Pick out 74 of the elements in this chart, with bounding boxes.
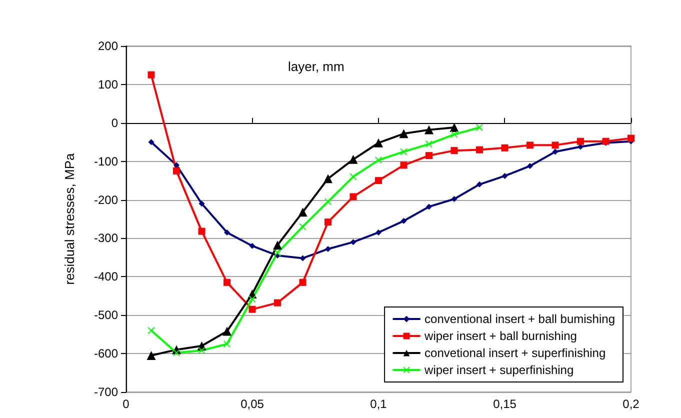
x-tick-label: 0,2 <box>622 397 640 411</box>
point <box>299 223 306 230</box>
legend-label: conventional insert + ball bumishing <box>424 312 616 326</box>
y-tick-label: 200 <box>98 39 118 53</box>
point <box>450 147 458 154</box>
point <box>526 142 534 149</box>
point <box>527 162 533 169</box>
point <box>628 134 634 142</box>
point <box>350 193 357 200</box>
y-tick-label: -100 <box>94 154 118 168</box>
point <box>324 218 332 226</box>
x-tick-label: 0,05 <box>240 397 264 411</box>
point <box>224 278 230 286</box>
point <box>249 242 256 249</box>
point <box>399 129 408 138</box>
legend-label: wiper insert + ball burnishing <box>424 329 577 343</box>
y-axis-title: residual stresses, MPa <box>62 152 77 285</box>
point <box>375 156 382 164</box>
x-tick-label: 0,15 <box>493 397 517 411</box>
point <box>274 299 281 306</box>
x-axis-title: layer, mm <box>288 59 344 74</box>
point <box>451 196 458 202</box>
point <box>400 162 408 169</box>
point <box>426 204 432 210</box>
point <box>450 130 458 138</box>
point <box>148 139 154 146</box>
point <box>577 138 584 145</box>
point <box>198 228 206 235</box>
point <box>198 200 205 207</box>
point <box>376 229 382 236</box>
point <box>501 144 508 152</box>
point <box>298 208 308 217</box>
point <box>224 229 230 236</box>
point <box>348 154 358 164</box>
point <box>450 123 459 132</box>
point <box>400 148 408 156</box>
point <box>274 249 281 256</box>
point <box>273 240 282 250</box>
point <box>248 306 256 313</box>
point <box>146 350 156 360</box>
y-tick-label: 0 <box>111 116 118 130</box>
point <box>426 140 432 148</box>
point <box>502 172 508 179</box>
point <box>148 71 155 78</box>
point <box>552 148 558 155</box>
point <box>476 181 482 188</box>
y-tick-label: -400 <box>94 270 118 284</box>
point <box>173 167 180 174</box>
y-tick-label: -300 <box>94 231 118 246</box>
point <box>375 177 382 184</box>
y-tick-label: -500 <box>94 308 118 322</box>
point <box>325 246 331 252</box>
legend-label: convetional insert + superfinishing <box>424 346 606 360</box>
point <box>350 173 357 180</box>
point <box>552 142 559 149</box>
point <box>324 198 332 206</box>
point <box>476 146 483 154</box>
point <box>222 326 232 336</box>
y-tick-label: -600 <box>94 346 118 361</box>
point <box>224 340 230 348</box>
y-tick-label: -700 <box>94 385 118 399</box>
legend-label: wiper insert + superfinishing <box>424 363 574 377</box>
point <box>424 125 434 134</box>
point <box>374 138 383 148</box>
x-tick-label: 0,1 <box>370 397 388 411</box>
point <box>299 278 306 286</box>
x-tick-label: 0 <box>122 397 130 411</box>
point <box>350 239 356 246</box>
point <box>400 218 407 224</box>
point <box>324 174 332 184</box>
y-tick-label: -200 <box>94 192 118 207</box>
y-tick-label: 100 <box>98 77 118 92</box>
point <box>476 124 483 131</box>
point <box>426 152 432 160</box>
